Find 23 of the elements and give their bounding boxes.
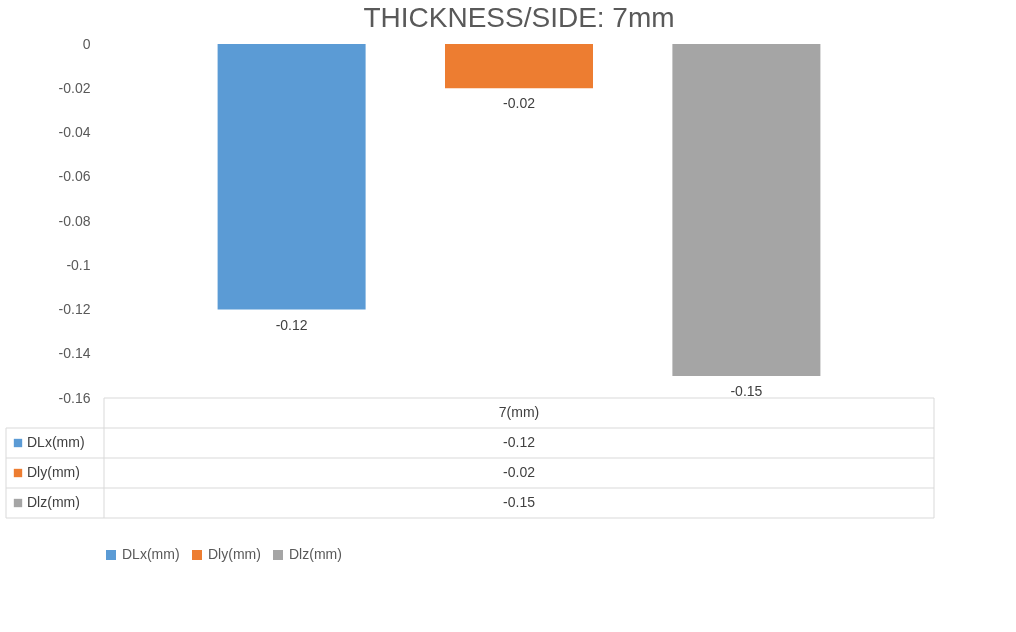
y-tick-label: -0.06 [58,168,91,185]
y-tick-label: -0.12 [58,301,91,317]
x-tick-label: 7(mm) [498,404,540,420]
chart-title: THICKNESS/SIDE: 7mm [363,2,675,33]
y-tick-label: -0.02 [58,79,91,96]
legend-label: Dly(mm) [208,546,261,562]
y-tick-label: -0.14 [58,345,91,362]
y-tick-label: -0.1 [66,256,91,273]
y-tick-label: -0.08 [58,212,91,229]
text: -0.12 [503,434,536,450]
text: Dly(mm) [27,464,80,480]
legend-label: DLx(mm) [27,434,85,450]
data-label: -0.15 [730,382,763,399]
data-label: -0.12 [275,316,308,333]
data-label: -0.02 [503,95,536,112]
text: Dlz(mm) [27,494,80,510]
y-tick-label: 0 [82,35,91,52]
text: -0.02 [503,464,536,480]
y-tick-label: -0.16 [58,389,91,406]
text: DLx(mm) [122,546,180,562]
legend-label: Dlz(mm) [289,546,342,562]
text: -0.15 [503,494,536,510]
y-tick-label: -0.04 [58,124,91,140]
